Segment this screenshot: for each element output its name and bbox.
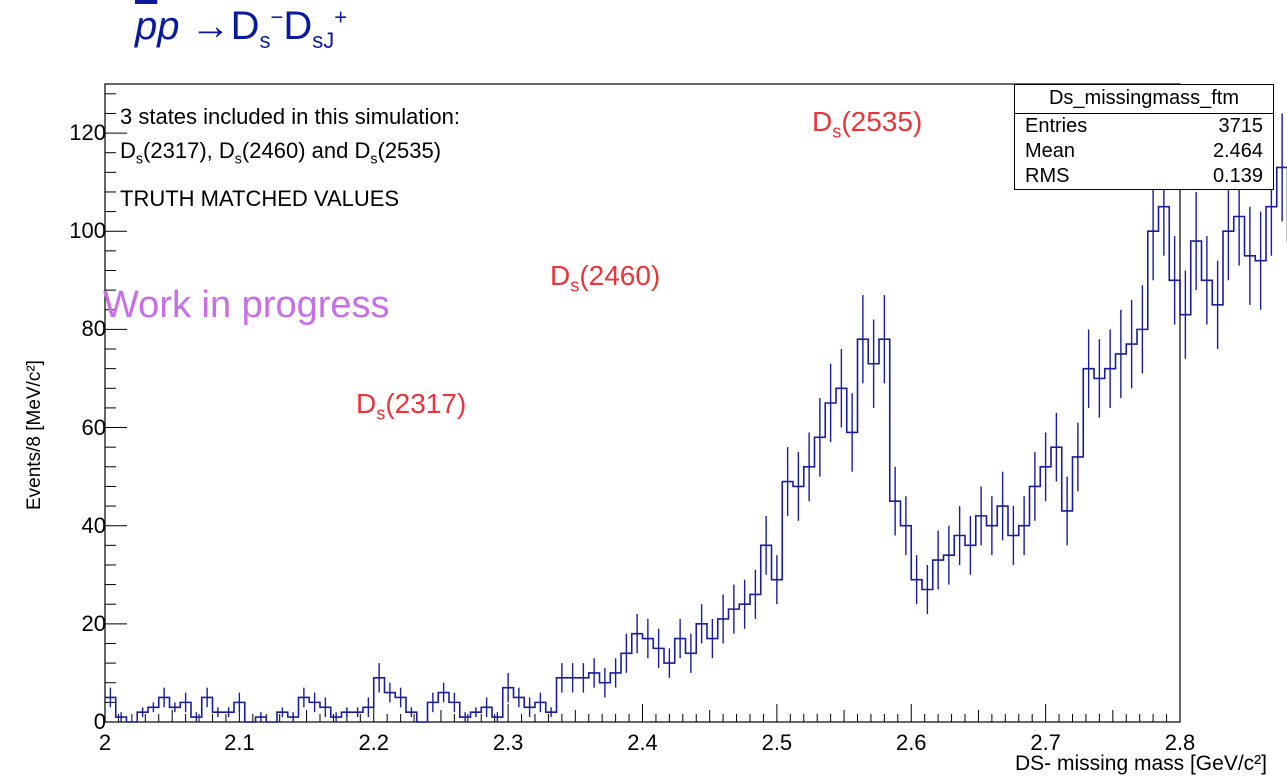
peak-label-2460: Ds(2460): [550, 260, 661, 296]
x-tick-label: 2.4: [627, 730, 658, 755]
stats-row: RMS 0.139: [1015, 164, 1273, 189]
x-tick-label: 2.1: [224, 730, 255, 755]
x-axis-label: DS- missing mass [GeV/c²]: [1014, 752, 1267, 775]
histogram-steps: [105, 166, 1287, 723]
y-tick-label: 40: [81, 512, 106, 538]
title-d1-sup: −: [270, 4, 284, 30]
peak-label-2317: Ds(2317): [356, 388, 467, 424]
info-line-1: 3 states included in this simulation:: [120, 104, 460, 129]
title-proton: p: [157, 4, 180, 48]
stats-label: Mean: [1025, 140, 1076, 162]
y-axis-label: Events/8 [MeV/c²]: [24, 360, 45, 510]
stats-row: Mean 2.464: [1015, 139, 1273, 164]
chart-title: pp →Ds−DsJ+ pp: [135, 6, 347, 52]
y-tick-label: 20: [81, 610, 106, 636]
stats-value: 0.139: [1212, 165, 1263, 187]
stats-row: Entries 3715: [1015, 114, 1273, 139]
x-tick-label: 2: [98, 730, 112, 755]
y-tick-label: 100: [69, 218, 106, 244]
y-tick-label: 80: [81, 316, 106, 342]
info-line-3: TRUTH MATCHED VALUES: [120, 186, 400, 211]
x-tick-label: 2.5: [761, 730, 793, 755]
x-tick-label: 2.8: [1164, 730, 1196, 755]
x-tick-label: 2.2: [358, 730, 390, 755]
stats-label: RMS: [1025, 165, 1070, 187]
y-tick-label: 120: [69, 120, 106, 146]
x-tick-label: 2.3: [492, 730, 524, 755]
title-d2-sub: sJ: [312, 28, 335, 53]
x-tick-label: 2.7: [1030, 730, 1061, 755]
title-d2-sup: +: [334, 4, 348, 30]
title-d1: D: [230, 4, 260, 48]
stats-value: 3715: [1218, 115, 1264, 137]
y-tick-label: 0: [93, 709, 106, 734]
title-d1-sub: s: [259, 28, 271, 53]
title-arrow: →: [190, 4, 231, 48]
stats-label: Entries: [1025, 115, 1088, 137]
title-d2: D: [283, 4, 313, 48]
title-antiproton: p: [135, 4, 158, 48]
x-tick-label: 2.6: [895, 730, 927, 755]
stats-value: 2.464: [1212, 140, 1263, 162]
y-tick-label: 60: [81, 414, 106, 440]
stats-box: Ds_missingmass_ftm Entries 3715 Mean 2.464…: [1014, 84, 1274, 190]
work-in-progress-watermark: Work in progress: [103, 284, 390, 326]
info-line-2: Ds(2317), Ds(2460) and Ds(2535): [120, 138, 442, 168]
peak-label-2535: Ds(2535): [812, 106, 923, 142]
stats-histogram-name: Ds_missingmass_ftm: [1015, 85, 1273, 114]
